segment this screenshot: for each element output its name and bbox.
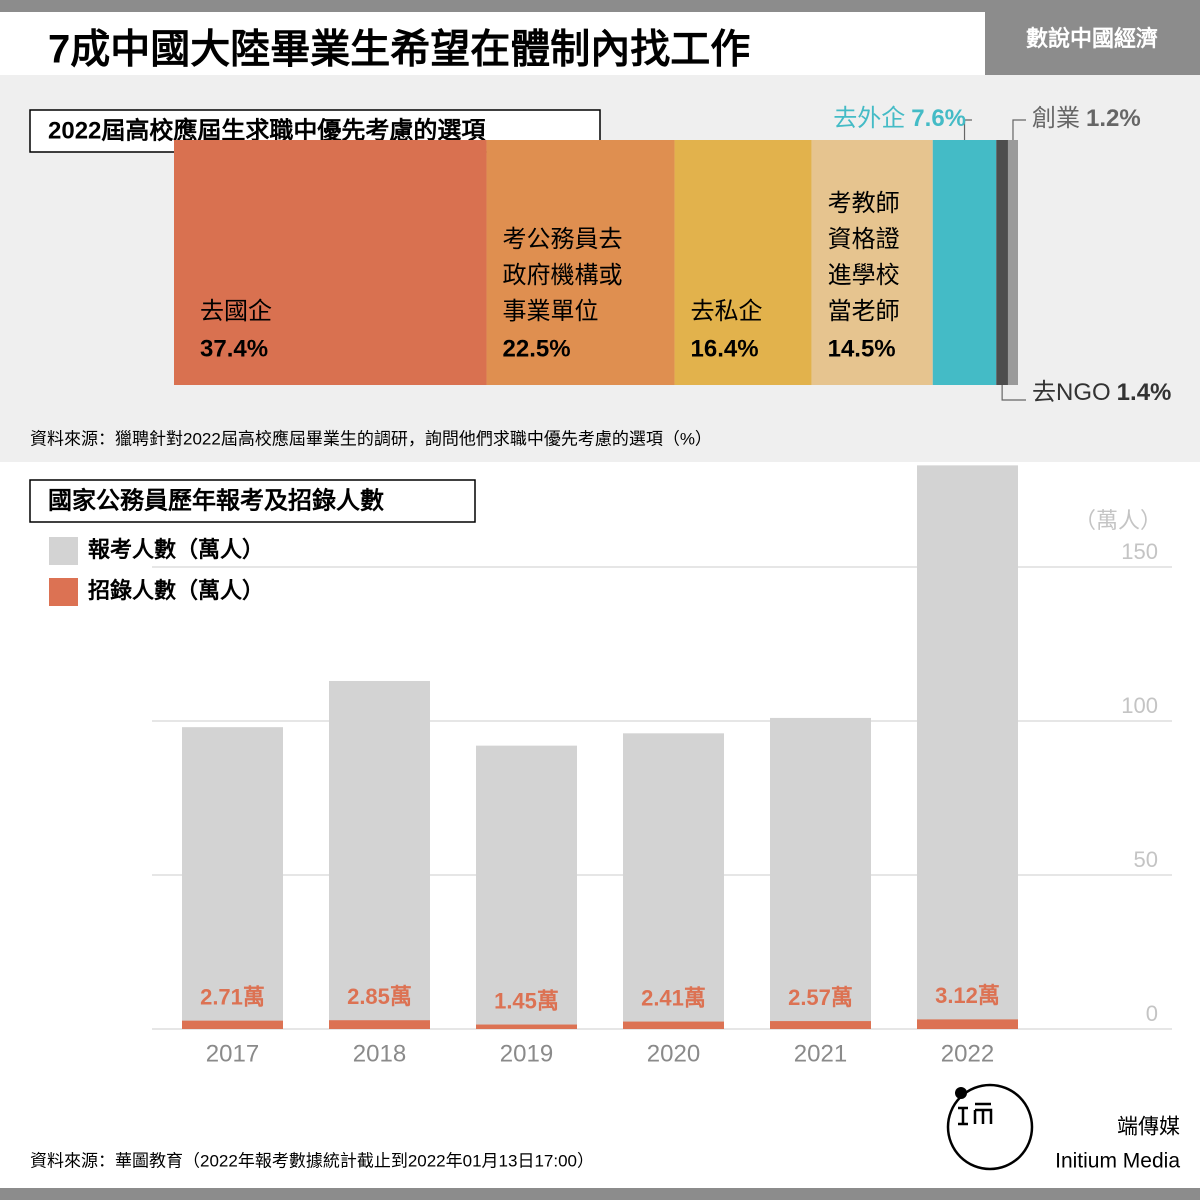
- share-segment: [486, 140, 675, 385]
- segment-label: 去外企: [833, 105, 905, 132]
- leader-line: [1001, 385, 1026, 401]
- chart1-source: 資料來源：獵聘針對2022屆高校應屆畢業生的調研，詢問他們求職中優先考慮的選項（…: [30, 428, 712, 448]
- bar: [770, 717, 871, 1029]
- y-tick-label: 50: [1134, 847, 1158, 872]
- bar-value-label: 2.41萬: [641, 985, 706, 1010]
- bar: [329, 1020, 430, 1029]
- segment-value: 14.5%: [828, 335, 896, 362]
- bar-value-label: 3.12萬: [935, 983, 1000, 1008]
- bar-value-label: 2.57萬: [788, 985, 853, 1010]
- bar: [182, 727, 283, 1029]
- bottom-strip: [0, 1188, 1200, 1200]
- bar: [917, 465, 1018, 1029]
- x-tick-label: 2021: [794, 1040, 847, 1067]
- bar: [623, 1021, 724, 1029]
- x-tick-label: 2019: [500, 1040, 553, 1067]
- bar: [182, 1020, 283, 1029]
- logo: [946, 1083, 1034, 1171]
- segment-label: 考公務員去政府機構或事業單位: [503, 226, 623, 325]
- bar-value-label: 1.45萬: [494, 988, 559, 1013]
- logo-dot: [955, 1087, 967, 1099]
- bar: [770, 1021, 871, 1029]
- legend-swatch: [49, 537, 78, 565]
- segment-label: 去NGO: [1032, 379, 1111, 406]
- y-tick-label: 100: [1121, 693, 1158, 718]
- segment-value: 37.4%: [200, 335, 268, 362]
- y-tick-label: 0: [1146, 1001, 1158, 1026]
- chart2-source: 資料來源：華圖教育（2022年報考數據統計截止到2022年01月13日17:00…: [30, 1151, 594, 1170]
- legend-swatch: [49, 578, 78, 606]
- segment-value: 16.4%: [691, 335, 759, 362]
- bar: [623, 733, 724, 1029]
- bar: [329, 680, 430, 1029]
- share-segment: [674, 140, 812, 385]
- bar-value-label: 2.71萬: [200, 984, 265, 1009]
- x-tick-label: 2020: [647, 1040, 700, 1067]
- logo-glyph: [958, 1102, 993, 1126]
- top-strip: [0, 0, 1200, 12]
- chart2-title: 國家公務員歷年報考及招錄人數: [48, 486, 384, 514]
- segment-label: 考教師資格證進學校當老師: [828, 190, 900, 325]
- legend-label: 招錄人數（萬人）: [88, 578, 264, 603]
- x-tick-label: 2018: [353, 1040, 406, 1067]
- outside-label: 去外企 7.6%: [833, 105, 966, 132]
- share-segment: [996, 140, 1008, 385]
- segment-label: 去國企: [200, 298, 272, 325]
- bar: [476, 1024, 577, 1029]
- tag: 數說中國經濟: [1026, 26, 1158, 51]
- share-segment: [174, 140, 487, 385]
- logo-ring: [946, 1083, 1034, 1171]
- outside-label: 去NGO 1.4%: [1032, 379, 1171, 406]
- legend-label: 報考人數（萬人）: [88, 537, 264, 562]
- segment-value: 22.5%: [503, 335, 571, 362]
- segment-value: 1.4%: [1117, 379, 1172, 406]
- chart1-title: 2022屆高校應屆生求職中優先考慮的選項: [48, 116, 486, 144]
- segment-label: 創業: [1032, 105, 1080, 132]
- bar: [476, 745, 577, 1029]
- x-tick-label: 2022: [941, 1040, 994, 1067]
- brand-zh: 端傳媒: [1117, 1116, 1180, 1139]
- leader-line: [963, 119, 972, 140]
- y-unit: （萬人）: [1074, 508, 1162, 533]
- page-title: 7成中國大陸畢業生希望在體制內找工作: [48, 28, 750, 72]
- y-tick-label: 150: [1121, 539, 1158, 564]
- leader-line: [1012, 119, 1026, 140]
- brand-en: Initium Media: [1055, 1150, 1180, 1173]
- tag-box: [985, 0, 1200, 75]
- share-segment: [932, 140, 997, 385]
- outside-label: 創業 1.2%: [1032, 105, 1141, 132]
- x-tick-label: 2017: [206, 1040, 259, 1067]
- segment-label: 去私企: [691, 298, 763, 325]
- bar-value-label: 2.85萬: [347, 984, 412, 1009]
- share-segment: [1007, 140, 1018, 385]
- bar: [917, 1019, 1018, 1029]
- segment-value: 1.2%: [1086, 105, 1141, 132]
- chart2-title-box: [29, 479, 476, 523]
- segment-value: 7.6%: [911, 105, 966, 132]
- share-segment: [811, 140, 933, 385]
